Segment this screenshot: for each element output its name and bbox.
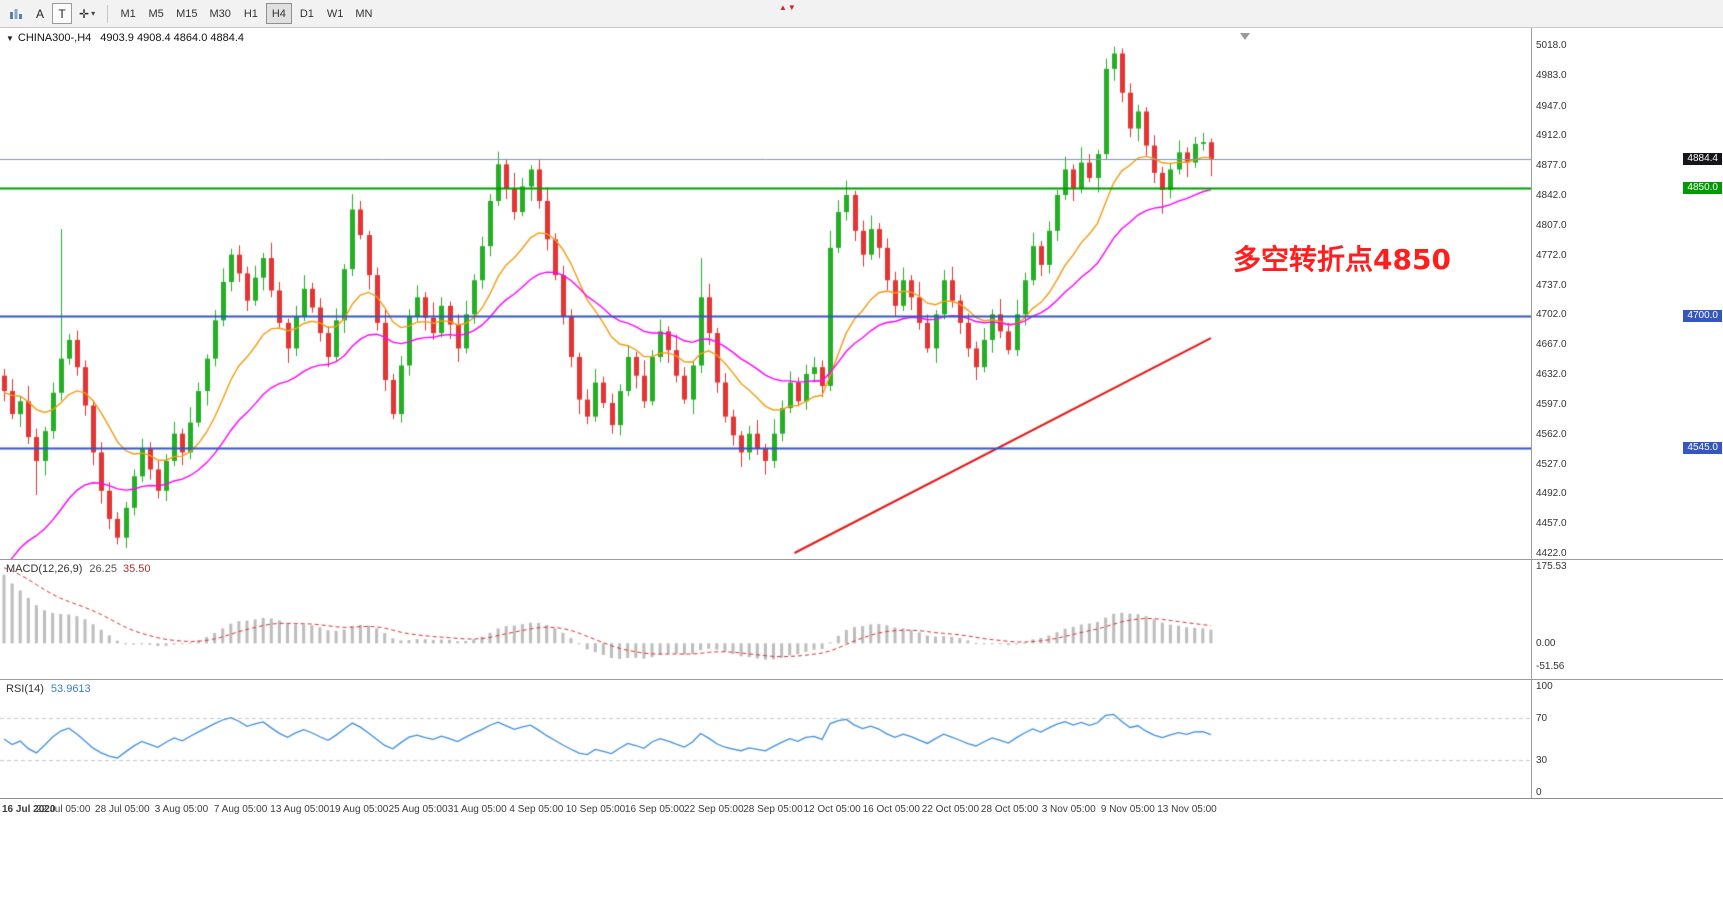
rsi-label: RSI(14) 53.9613 bbox=[6, 683, 91, 695]
time-axis-label: 31 Aug 05:00 bbox=[447, 804, 507, 815]
time-axis-label: 22 Jul 05:00 bbox=[35, 804, 91, 815]
macd-tick-label: 175.53 bbox=[1536, 561, 1567, 572]
level-price-tag: 4850.0 bbox=[1683, 182, 1722, 195]
charts-icon[interactable] bbox=[4, 3, 28, 24]
macd-tick-label: -51.56 bbox=[1536, 661, 1565, 672]
timeframe-button-d1[interactable]: D1 bbox=[294, 3, 320, 24]
rsi-tick-label: 0 bbox=[1536, 787, 1542, 798]
alert-up-icon: ▲ bbox=[779, 3, 788, 12]
time-axis-label: 19 Aug 05:00 bbox=[329, 804, 389, 815]
price-tick-label: 4667.0 bbox=[1536, 339, 1567, 351]
time-axis-label: 16 Oct 05:00 bbox=[862, 804, 920, 815]
price-tick-label: 4562.0 bbox=[1536, 428, 1567, 440]
rsi-tick-label: 70 bbox=[1536, 712, 1548, 724]
time-axis-label: 28 Oct 05:00 bbox=[980, 804, 1039, 815]
level-price-tag: 4545.0 bbox=[1683, 442, 1722, 455]
main-chart-canvas[interactable] bbox=[0, 28, 1531, 559]
time-axis-label: 22 Sep 05:00 bbox=[684, 804, 744, 815]
crosshair-tool-button[interactable]: ✛ ▾ bbox=[74, 3, 100, 24]
timeframe-button-h1[interactable]: H1 bbox=[238, 3, 264, 24]
timeframe-button-h4[interactable]: H4 bbox=[265, 3, 292, 24]
crosshair-icon: ✛ bbox=[79, 6, 90, 21]
rsi-tick-label: 100 bbox=[1536, 681, 1553, 692]
price-tick-label: 4457.0 bbox=[1536, 518, 1567, 530]
rsi-name: RSI(14) bbox=[6, 683, 44, 695]
time-axis-label: 7 Aug 05:00 bbox=[213, 804, 268, 815]
price-tick-label: 5018.0 bbox=[1536, 40, 1567, 51]
macd-signal-value: 35.50 bbox=[122, 563, 151, 575]
time-axis-label: 25 Aug 05:00 bbox=[388, 804, 448, 815]
chart-shift-marker[interactable] bbox=[1240, 33, 1250, 40]
top-toolbar: A T ✛ ▾ M1 M5 M15 M30 H1 H4 D1 W1 MN ▲▼ bbox=[0, 0, 1723, 28]
time-axis-label: 12 Oct 05:00 bbox=[803, 804, 861, 815]
rsi-value: 53.9613 bbox=[50, 683, 91, 695]
toolbar-separator bbox=[107, 4, 109, 23]
price-tick-label: 4842.0 bbox=[1536, 190, 1567, 201]
price-tick-label: 4422.0 bbox=[1536, 548, 1567, 559]
price-tick-label: 4702.0 bbox=[1536, 309, 1567, 321]
tools-group: A T ✛ ▾ bbox=[3, 3, 101, 24]
time-axis-label: 22 Oct 05:00 bbox=[921, 804, 980, 815]
time-axis-label: 4 Sep 05:00 bbox=[509, 804, 564, 815]
time-axis-label: 9 Nov 05:00 bbox=[1100, 804, 1155, 815]
price-tick-label: 4527.0 bbox=[1536, 458, 1567, 470]
time-axis-label: 10 Sep 05:00 bbox=[565, 804, 626, 815]
timeframe-button-m1[interactable]: M1 bbox=[115, 3, 141, 24]
time-axis-label: 28 Sep 05:00 bbox=[743, 804, 803, 815]
macd-value: 26.25 bbox=[89, 563, 117, 575]
macd-tick-label: 0.00 bbox=[1536, 638, 1556, 650]
macd-pane: 175.53 0.00 -51.56 MACD(12,26,9) 26.25 35.50 bbox=[0, 559, 1723, 679]
dropdown-triangle-icon[interactable]: ▼ bbox=[6, 34, 14, 43]
main-chart-pane: 5018.0 4983.0 4947.0 4912.0 4877.0 4842.0 4807… bbox=[0, 28, 1723, 559]
alert-down-icon: ▼ bbox=[787, 3, 797, 12]
price-tick-label: 4807.0 bbox=[1536, 219, 1567, 231]
price-tick-label: 4597.0 bbox=[1536, 398, 1567, 410]
chart-symbol: CHINA300-,H4 bbox=[17, 32, 92, 44]
time-axis[interactable]: 16 Jul 2020 22 Jul 05:00 28 Jul 05:00 3 Aug… bbox=[0, 798, 1723, 822]
current-price-tag: 4884.4 bbox=[1683, 152, 1722, 165]
a-tool-label: A bbox=[35, 6, 44, 21]
price-tick-label: 4492.0 bbox=[1536, 488, 1567, 500]
chevron-down-icon: ▾ bbox=[91, 9, 96, 18]
text-tool-button[interactable]: T bbox=[52, 3, 72, 24]
level-price-tag: 4700.0 bbox=[1683, 310, 1722, 323]
price-tick-label: 4912.0 bbox=[1536, 130, 1567, 142]
macd-label: MACD(12,26,9) 26.25 35.50 bbox=[6, 563, 150, 575]
price-tick-label: 4983.0 bbox=[1536, 69, 1567, 81]
time-axis-label: 16 Sep 05:00 bbox=[624, 804, 685, 815]
text-tool-label: T bbox=[58, 6, 66, 21]
price-axis[interactable]: 5018.0 4983.0 4947.0 4912.0 4877.0 4842.0 4807… bbox=[1531, 28, 1723, 559]
price-tick-label: 4947.0 bbox=[1536, 100, 1567, 112]
timeframe-button-m30[interactable]: M30 bbox=[204, 3, 235, 24]
price-tick-label: 4737.0 bbox=[1536, 279, 1567, 291]
timeframe-button-m15[interactable]: M15 bbox=[171, 3, 202, 24]
timeframe-button-mn[interactable]: MN bbox=[350, 3, 377, 24]
time-axis-label: 16 Jul 2020 bbox=[2, 804, 56, 815]
rsi-pane: 100 70 30 0 RSI(14) 53.9613 bbox=[0, 679, 1723, 798]
rsi-canvas[interactable] bbox=[0, 680, 1531, 798]
mini-chart-icon bbox=[10, 9, 22, 19]
macd-canvas[interactable] bbox=[0, 560, 1531, 679]
rsi-axis[interactable]: 100 70 30 0 bbox=[1531, 680, 1723, 798]
annotation-text[interactable]: 多空转折点4850 bbox=[1233, 243, 1451, 276]
cursor-a-tool-button[interactable]: A bbox=[30, 3, 50, 24]
timeframe-button-w1[interactable]: W1 bbox=[322, 3, 349, 24]
time-axis-label: 13 Nov 05:00 bbox=[1157, 804, 1217, 815]
time-axis-label: 3 Nov 05:00 bbox=[1041, 804, 1096, 815]
timeframe-button-m5[interactable]: M5 bbox=[143, 3, 169, 24]
price-tick-label: 4772.0 bbox=[1536, 249, 1567, 261]
rsi-tick-label: 30 bbox=[1536, 755, 1548, 767]
timeframe-group: M1 M5 M15 M30 H1 H4 D1 W1 MN bbox=[114, 3, 378, 24]
price-tick-label: 4877.0 bbox=[1536, 160, 1567, 172]
macd-axis[interactable]: 175.53 0.00 -51.56 bbox=[1531, 560, 1723, 679]
alert-icons: ▲▼ bbox=[779, 3, 797, 12]
chart-ohlc-values: 4903.9 4908.4 4864.0 4884.4 bbox=[100, 32, 245, 44]
time-axis-label: 3 Aug 05:00 bbox=[154, 804, 209, 815]
macd-name: MACD(12,26,9) bbox=[6, 563, 83, 575]
price-tick-label: 4632.0 bbox=[1536, 369, 1567, 380]
time-axis-label: 28 Jul 05:00 bbox=[95, 804, 150, 815]
time-axis-label: 13 Aug 05:00 bbox=[270, 804, 330, 815]
chart-title: ▼ CHINA300-,H4 4903.9 4908.4 4864.0 4884.4 bbox=[6, 32, 244, 44]
